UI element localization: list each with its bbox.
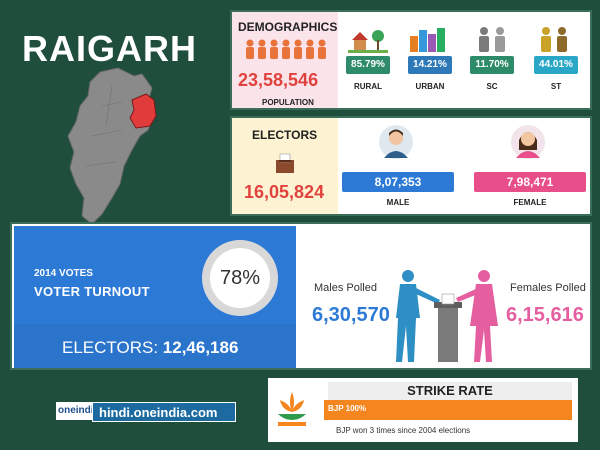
population-label: POPULATION — [262, 98, 314, 107]
sc-label: SC — [486, 82, 498, 91]
turnout-ring: 78% — [202, 240, 278, 316]
urban-icon — [410, 28, 445, 52]
strike-rate-title: STRIKE RATE — [328, 382, 572, 400]
turnout-percent: 78% — [210, 248, 270, 308]
turnout-panel: 2014 VOTES VOTER TURNOUT 78% ELECTORS: 1… — [10, 222, 592, 370]
demographics-heading: DEMOGRAPHICS — [238, 20, 338, 34]
st-percent: 44.01% — [534, 56, 578, 74]
population-block: DEMOGRAPHICS 23,58,546 POPULATION — [232, 12, 338, 108]
urban-label: URBAN — [415, 82, 445, 91]
population-icon — [246, 39, 326, 59]
electors-total-block: ELECTORS 16,05,824 — [232, 118, 338, 214]
voter-turnout-card: 2014 VOTES VOTER TURNOUT 78% ELECTORS: 1… — [14, 226, 296, 368]
strike-rate-panel: STRIKE RATE BJP 100% BJP won 3 times sin… — [268, 378, 578, 442]
males-polled-value: 6,30,570 — [312, 304, 390, 326]
female-electors-value: 7,98,471 — [474, 172, 586, 192]
oneindia-logo[interactable]: oneindia — [56, 402, 99, 420]
females-polled-value: 6,15,616 — [506, 304, 584, 326]
male-electors-value: 8,07,353 — [342, 172, 454, 192]
females-polled-label: Females Polled — [510, 282, 586, 294]
electors-total-value: 16,05,824 — [244, 182, 325, 202]
voter-turnout-title: VOTER TURNOUT — [34, 284, 150, 299]
electors-heading: ELECTORS — [252, 128, 318, 142]
female-label: FEMALE — [513, 198, 547, 207]
population-value: 23,58,546 — [238, 70, 319, 90]
polled-electors-value: 12,46,186 — [162, 338, 239, 357]
polled-electors-label: ELECTORS: — [62, 338, 159, 357]
voting-people-icon — [396, 270, 498, 362]
female-avatar-icon — [511, 125, 545, 159]
strike-rate-bar: BJP 100% — [324, 400, 572, 420]
male-avatar-icon — [379, 125, 413, 159]
rural-label: RURAL — [354, 82, 382, 91]
votes-year-label: 2014 VOTES — [34, 268, 93, 279]
strike-rate-bar-label: BJP 100% — [328, 404, 367, 413]
st-label: ST — [550, 82, 562, 91]
strike-rate-note: BJP won 3 times since 2004 elections — [336, 426, 471, 435]
sc-people-icon — [479, 27, 505, 52]
bjp-lotus-icon — [274, 386, 310, 430]
males-polled-label: Males Polled — [314, 282, 377, 294]
district-map — [67, 67, 157, 225]
st-people-icon — [541, 27, 567, 52]
oneindia-logo-text: oneindia — [58, 405, 100, 416]
ballot-box-icon — [276, 153, 294, 173]
rural-icon — [348, 30, 388, 53]
polled-electors: ELECTORS: 12,46,186 — [62, 338, 238, 358]
demographics-panel: DEMOGRAPHICS 23,58,546 POPULATION 85.79%… — [230, 10, 592, 110]
site-url: hindi.oneindia.com — [99, 405, 218, 420]
sc-percent: 11.70% — [470, 56, 514, 74]
site-link[interactable]: hindi.oneindia.com — [92, 402, 236, 422]
male-label: MALE — [386, 198, 410, 207]
rural-percent: 85.79% — [346, 56, 390, 74]
electors-panel: ELECTORS 16,05,824 8,07,353 MALE 7,98,47… — [230, 116, 592, 216]
urban-percent: 14.21% — [408, 56, 452, 74]
district-title: RAIGARH — [22, 28, 197, 69]
